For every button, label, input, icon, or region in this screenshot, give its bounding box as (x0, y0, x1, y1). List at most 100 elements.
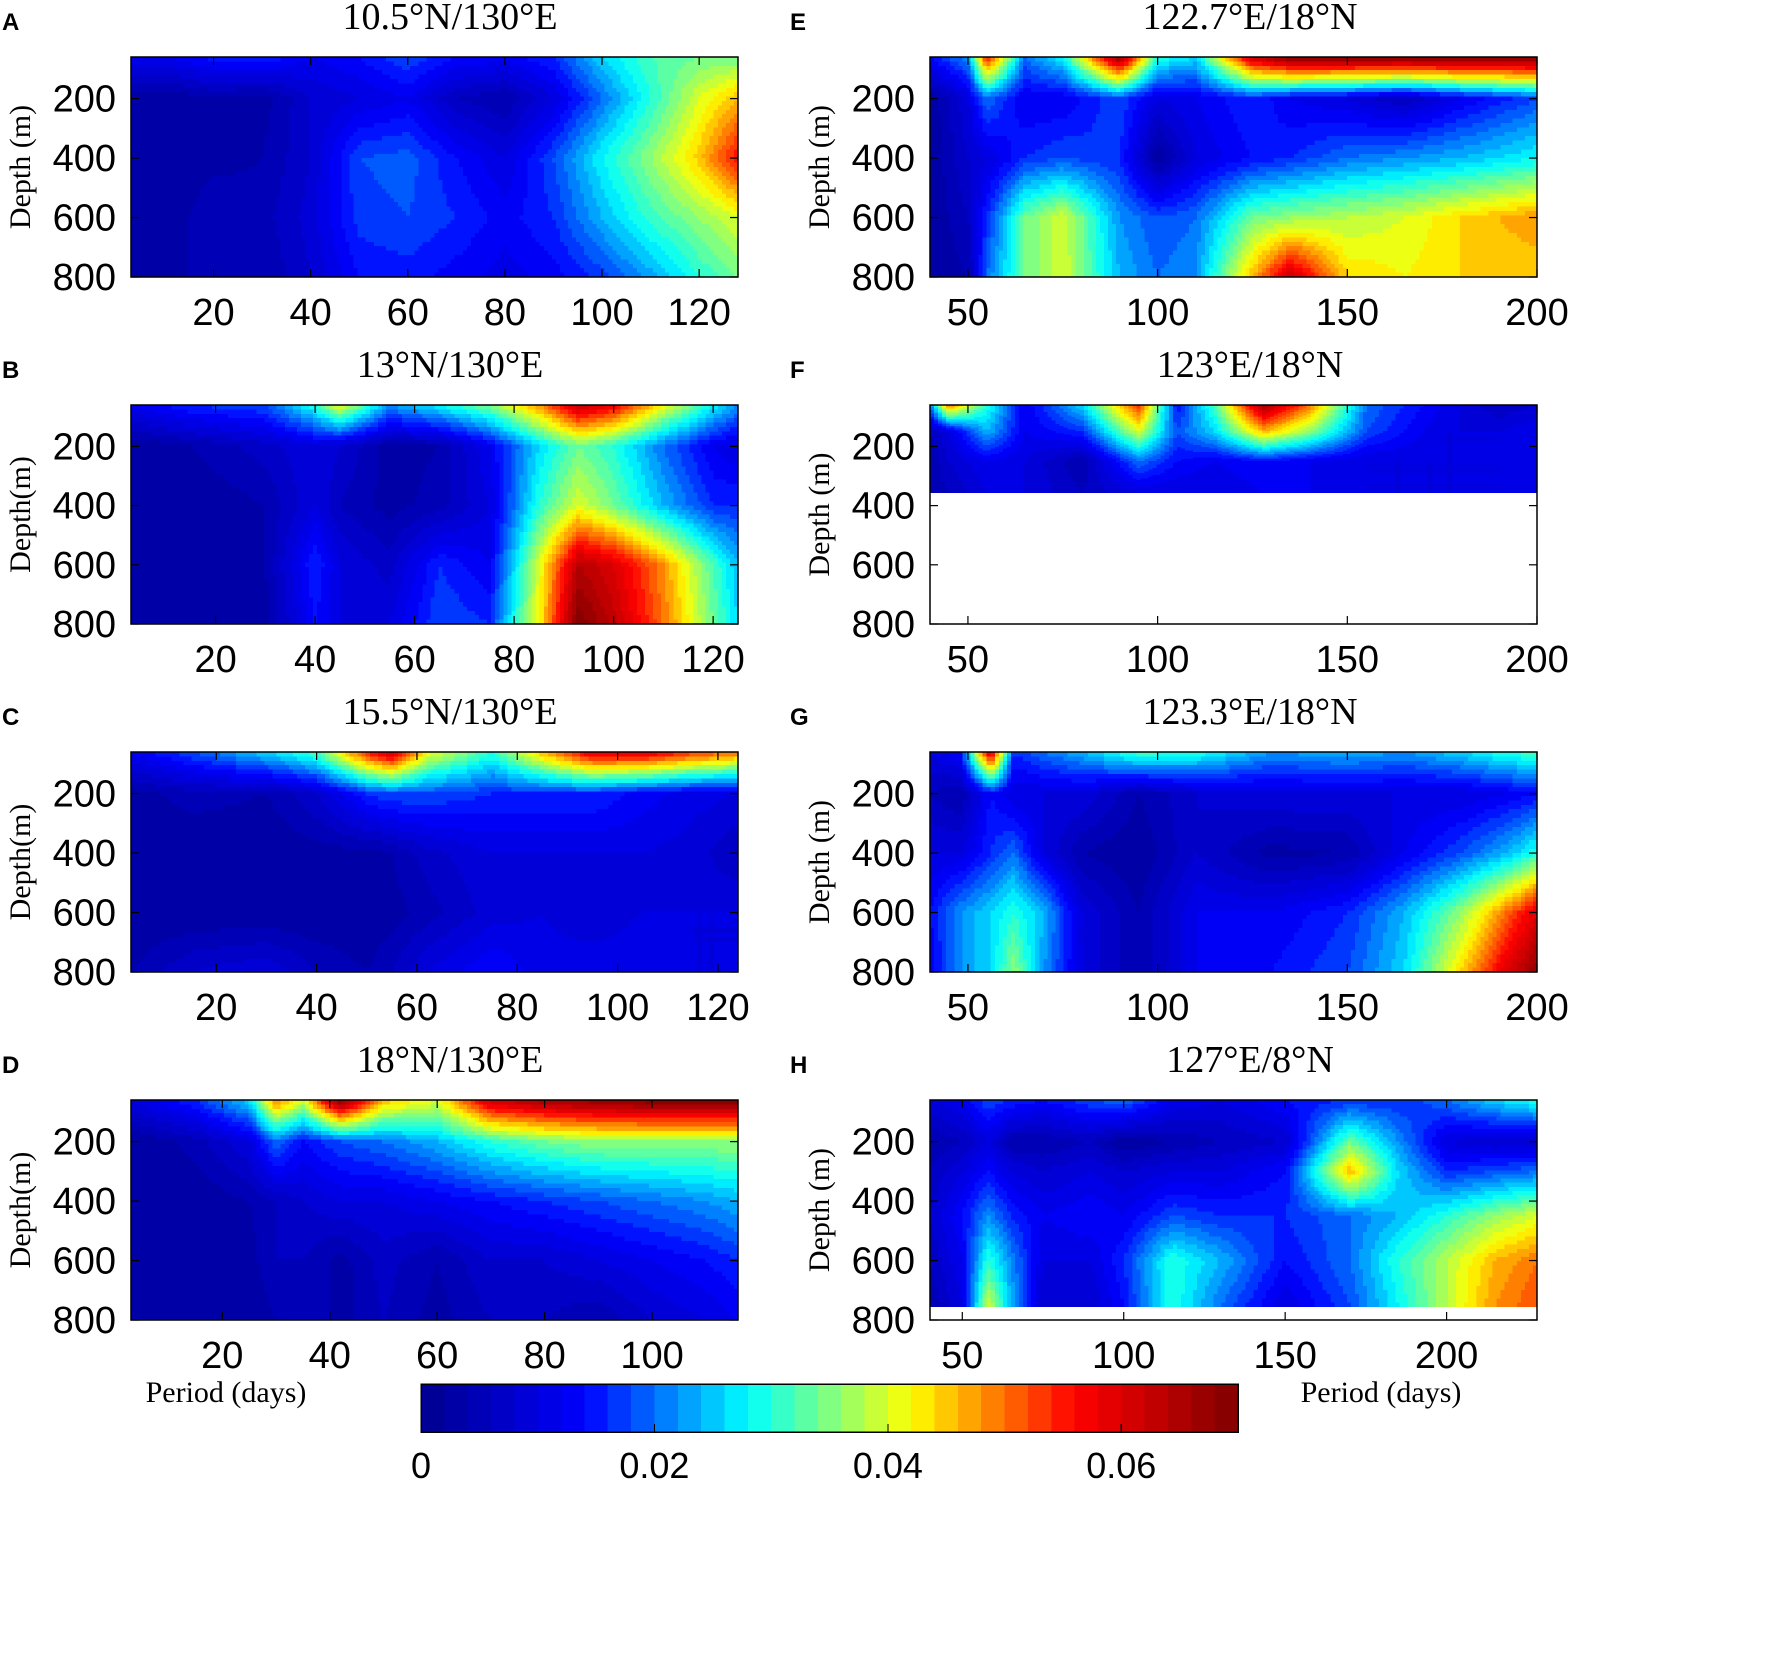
heatmap-cell (325, 75, 330, 80)
heatmap-cell (422, 92, 427, 97)
heatmap-cell (536, 97, 541, 102)
heatmap-cell (455, 119, 460, 124)
heatmap-cell (576, 123, 581, 128)
heatmap-cell (350, 136, 355, 141)
heatmap-cell (370, 114, 375, 119)
heatmap-cell (649, 110, 654, 115)
heatmap-cell (252, 119, 257, 124)
heatmap-cell (491, 79, 496, 84)
heatmap-cell (362, 101, 367, 106)
heatmap-cell (649, 101, 654, 106)
heatmap-cell (524, 110, 529, 115)
heatmap-cell (467, 123, 472, 128)
heatmap-cell (459, 119, 464, 124)
heatmap-cell (252, 70, 257, 75)
heatmap-cell (693, 114, 698, 119)
heatmap-cell (297, 105, 302, 110)
heatmap-cell (560, 66, 565, 71)
heatmap-cell (317, 101, 322, 106)
heatmap-cell (430, 110, 435, 115)
heatmap-cell (625, 101, 630, 106)
heatmap-cell (139, 127, 144, 132)
heatmap-cell (176, 97, 181, 102)
heatmap-cell (669, 66, 674, 71)
heatmap-cell (621, 97, 626, 102)
heatmap-cell (515, 88, 520, 93)
heatmap-cell (256, 75, 261, 80)
heatmap-cell (455, 75, 460, 80)
heatmap-cell (540, 114, 545, 119)
heatmap-cell (528, 97, 533, 102)
heatmap-cell (580, 97, 585, 102)
heatmap-cell (394, 127, 399, 132)
heatmap-cell (216, 105, 221, 110)
heatmap-cell (625, 79, 630, 84)
heatmap-cell (528, 75, 533, 80)
heatmap-cell (710, 66, 715, 71)
heatmap-cell (459, 123, 464, 128)
heatmap-cell (693, 88, 698, 93)
heatmap-cell (617, 127, 622, 132)
heatmap-cell (269, 61, 274, 66)
heatmap-cell (588, 70, 593, 75)
heatmap-cell (159, 92, 164, 97)
heatmap-cell (196, 70, 201, 75)
heatmap-cell (176, 88, 181, 93)
heatmap-cell (689, 110, 694, 115)
heatmap-cell (629, 132, 634, 137)
heatmap-cell (135, 70, 140, 75)
heatmap-cell (260, 132, 265, 137)
heatmap-cell (613, 75, 618, 80)
heatmap-cell (451, 66, 456, 71)
heatmap-cell (362, 132, 367, 137)
heatmap-cell (358, 114, 363, 119)
heatmap-cell (192, 127, 197, 132)
heatmap-cell (309, 119, 314, 124)
heatmap-cell (358, 83, 363, 88)
heatmap-cell (317, 97, 322, 102)
heatmap-cell (260, 70, 265, 75)
heatmap-cell (698, 92, 703, 97)
heatmap-cell (706, 70, 711, 75)
heatmap-cell (410, 83, 415, 88)
heatmap-cell (414, 110, 419, 115)
heatmap-cell (155, 123, 160, 128)
heatmap-cell (435, 92, 440, 97)
heatmap-cell (354, 132, 359, 137)
heatmap-cell (487, 97, 492, 102)
heatmap-cell (386, 110, 391, 115)
heatmap-cell (244, 70, 249, 75)
heatmap-cell (528, 123, 533, 128)
heatmap-cell (572, 114, 577, 119)
heatmap-cell (135, 110, 140, 115)
heatmap-cell (544, 97, 549, 102)
heatmap-cell (633, 119, 638, 124)
heatmap-cell (483, 127, 488, 132)
heatmap-cell (657, 66, 662, 71)
heatmap-cell (406, 132, 411, 137)
heatmap-cell (309, 105, 314, 110)
heatmap-cell (350, 110, 355, 115)
heatmap-cell (301, 105, 306, 110)
heatmap-cell (447, 114, 452, 119)
heatmap-cell (337, 123, 342, 128)
heatmap-cell (515, 75, 520, 80)
heatmap-cell (455, 97, 460, 102)
heatmap-cell (402, 132, 407, 137)
heatmap-cell (406, 105, 411, 110)
heatmap-cell (641, 79, 646, 84)
heatmap-cell (345, 92, 350, 97)
heatmap-cell (184, 123, 189, 128)
heatmap-cell (176, 127, 181, 132)
heatmap-cell (345, 119, 350, 124)
heatmap-cell (176, 79, 181, 84)
heatmap-cell (568, 79, 573, 84)
heatmap-cell (362, 114, 367, 119)
heatmap-cell (244, 132, 249, 137)
heatmap-cell (277, 110, 282, 115)
heatmap-cell (455, 127, 460, 132)
heatmap-cell (293, 83, 298, 88)
heatmap-cell (188, 92, 193, 97)
heatmap-cell (147, 83, 152, 88)
heatmap-cell (301, 110, 306, 115)
